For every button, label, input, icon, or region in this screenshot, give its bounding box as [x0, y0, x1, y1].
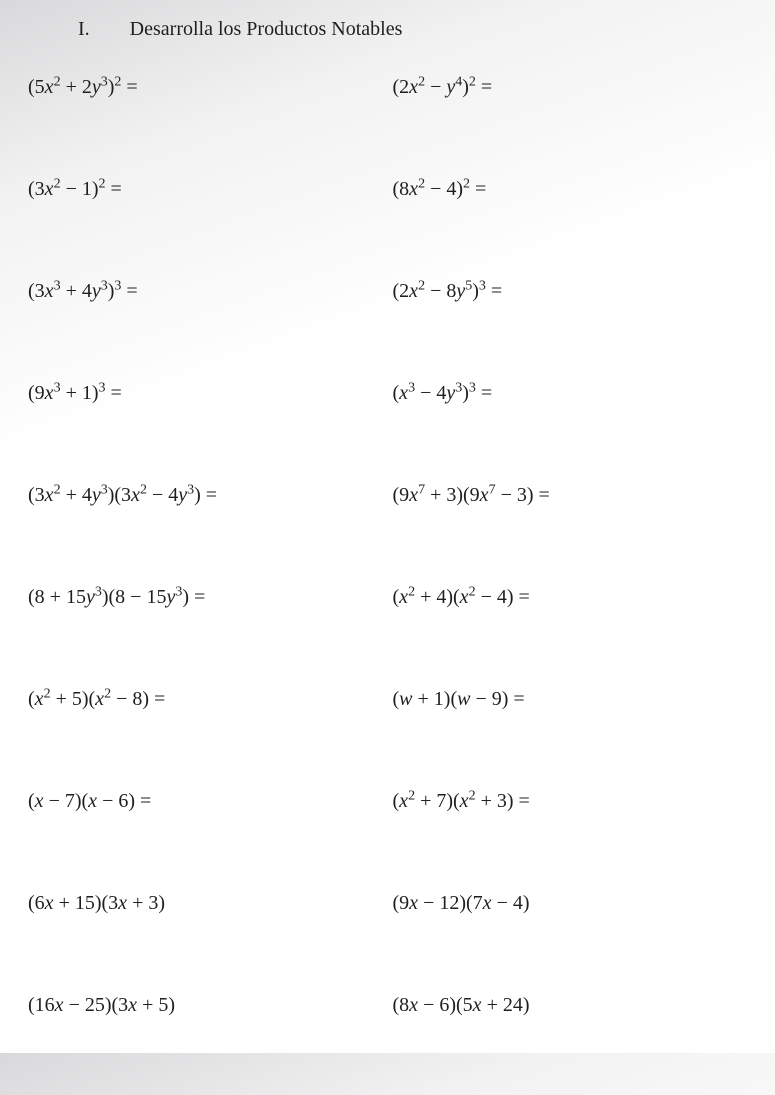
problem-row: (3x3 + 4y3)3 =(2x2 − 8y5)3 =: [28, 279, 747, 381]
section-heading: I. Desarrolla los Productos Notables: [78, 18, 747, 41]
problem-row: (x − 7)(x − 6) =(x2 + 7)(x2 + 3) =: [28, 789, 747, 891]
problem-left: (3x2 + 4y3)(3x2 − 4y3) =: [28, 483, 383, 585]
problem-right: (x2 + 7)(x2 + 3) =: [383, 789, 748, 891]
problem-left: (3x3 + 4y3)3 =: [28, 279, 383, 381]
problem-left: (5x2 + 2y3)2 =: [28, 75, 383, 177]
section-title: Desarrolla los Productos Notables: [130, 18, 403, 41]
problem-right: (w + 1)(w − 9) =: [383, 687, 748, 789]
problem-right: (9x − 12)(7x − 4): [383, 891, 748, 993]
problem-right: (x3 − 4y3)3 =: [383, 381, 748, 483]
problem-row: (5x2 + 2y3)2 =(2x2 − y4)2 =: [28, 75, 747, 177]
problems-grid: (5x2 + 2y3)2 =(2x2 − y4)2 =(3x2 − 1)2 =(…: [28, 75, 747, 1095]
problem-row: (3x2 + 4y3)(3x2 − 4y3) =(9x7 + 3)(9x7 − …: [28, 483, 747, 585]
problem-row: (9x3 + 1)3 =(x3 − 4y3)3 =: [28, 381, 747, 483]
problem-left: (9x3 + 1)3 =: [28, 381, 383, 483]
problem-left: (6x + 15)(3x + 3): [28, 891, 383, 993]
problem-right: (9x7 + 3)(9x7 − 3) =: [383, 483, 748, 585]
problem-left: (x2 + 5)(x2 − 8) =: [28, 687, 383, 789]
problem-row: (x2 + 5)(x2 − 8) =(w + 1)(w − 9) =: [28, 687, 747, 789]
problem-right: (8x − 6)(5x + 24): [383, 993, 748, 1095]
problem-left: (8 + 15y3)(8 − 15y3) =: [28, 585, 383, 687]
problem-left: (16x − 25)(3x + 5): [28, 993, 383, 1095]
problem-right: (2x2 − y4)2 =: [383, 75, 748, 177]
problem-left: (3x2 − 1)2 =: [28, 177, 383, 279]
problem-left: (x − 7)(x − 6) =: [28, 789, 383, 891]
problem-row: (8 + 15y3)(8 − 15y3) =(x2 + 4)(x2 − 4) =: [28, 585, 747, 687]
problem-right: (2x2 − 8y5)3 =: [383, 279, 748, 381]
section-roman: I.: [78, 18, 90, 41]
problem-row: (16x − 25)(3x + 5)(8x − 6)(5x + 24): [28, 993, 747, 1095]
problem-row: (3x2 − 1)2 =(8x2 − 4)2 =: [28, 177, 747, 279]
problem-row: (6x + 15)(3x + 3)(9x − 12)(7x − 4): [28, 891, 747, 993]
problem-right: (x2 + 4)(x2 − 4) =: [383, 585, 748, 687]
worksheet-page: I. Desarrolla los Productos Notables (5x…: [0, 0, 775, 1053]
problem-right: (8x2 − 4)2 =: [383, 177, 748, 279]
